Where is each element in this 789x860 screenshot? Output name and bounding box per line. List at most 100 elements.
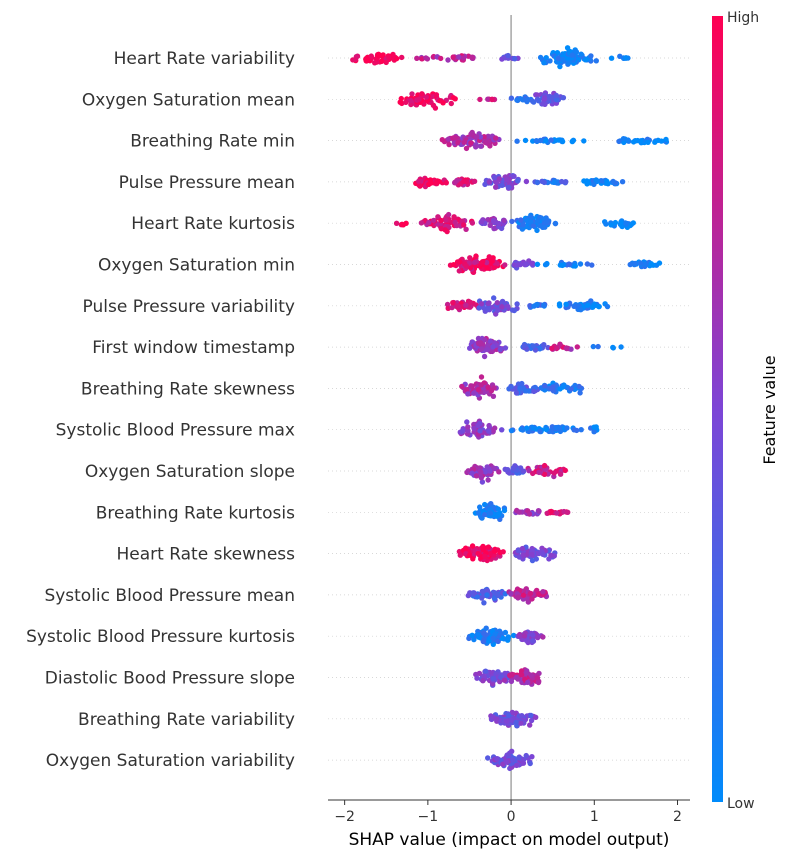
shap-point: [475, 632, 481, 638]
shap-point: [461, 222, 467, 228]
shap-point: [529, 557, 536, 564]
shap-point: [497, 346, 503, 353]
shap-point: [608, 55, 615, 61]
shap-point: [517, 633, 523, 639]
x-tick-label: 1: [590, 809, 599, 825]
shap-point: [454, 222, 460, 229]
shap-point: [495, 638, 501, 645]
x-axis-title: SHAP value (impact on model output): [349, 830, 670, 850]
shap-point: [463, 263, 469, 269]
shap-point: [481, 600, 487, 606]
shap-point: [503, 759, 509, 765]
shap-point: [368, 53, 374, 59]
feature-label: Heart Rate kurtosis: [131, 214, 295, 234]
shap-point: [476, 670, 483, 677]
shap-point: [542, 383, 548, 389]
shap-point: [380, 52, 386, 58]
shap-point: [525, 679, 531, 686]
shap-point: [543, 426, 549, 433]
shap-point: [595, 343, 601, 350]
shap-point: [467, 255, 473, 261]
shap-point: [548, 508, 554, 515]
shap-point: [494, 300, 500, 306]
shap-point: [478, 382, 484, 388]
shap-point: [557, 471, 564, 477]
shap-point: [619, 223, 625, 229]
colorbar-gradient: [712, 16, 723, 802]
shap-point: [527, 760, 533, 767]
shap-point: [559, 138, 566, 145]
shap-point: [559, 262, 566, 269]
shap-point: [553, 97, 560, 103]
shap-point: [471, 425, 477, 431]
shap-point: [536, 469, 542, 476]
shap-point: [517, 96, 523, 102]
shap-point: [481, 673, 487, 679]
shap-point: [484, 464, 490, 470]
shap-point: [473, 473, 480, 479]
shap-point: [492, 425, 498, 431]
feature-label: Systolic Blood Pressure kurtosis: [26, 627, 295, 647]
shap-point: [569, 52, 575, 58]
shap-point: [416, 182, 423, 189]
shap-point: [510, 465, 516, 471]
shap-point: [461, 178, 467, 184]
shap-point: [452, 96, 458, 102]
shap-point: [452, 134, 458, 141]
shap-point: [502, 262, 508, 268]
shap-point: [513, 719, 519, 726]
colorbar-high-label: High: [727, 10, 759, 26]
shap-point: [506, 184, 512, 191]
shap-point: [511, 632, 517, 639]
shap-point: [549, 345, 555, 351]
shap-point: [564, 45, 571, 51]
shap-point: [508, 427, 515, 434]
shap-point: [526, 388, 532, 394]
shap-point: [519, 380, 525, 387]
shap-point: [479, 346, 485, 352]
shap-point: [433, 92, 440, 98]
shap-point: [480, 678, 486, 684]
x-tick-label: 0: [507, 809, 516, 825]
shap-point: [656, 260, 663, 266]
shap-point: [517, 385, 523, 391]
shap-point: [403, 99, 409, 106]
shap-point: [574, 344, 580, 350]
feature-label: Oxygen Saturation mean: [82, 90, 295, 110]
shap-point: [416, 178, 422, 184]
shap-point: [548, 385, 555, 392]
shap-point: [471, 390, 477, 396]
shap-point: [522, 137, 529, 144]
shap-point: [471, 178, 478, 184]
colorbar-low-label: Low: [727, 796, 755, 812]
shap-point: [508, 717, 514, 723]
shap-point: [632, 260, 638, 267]
shap-point: [465, 424, 471, 430]
shap-point: [523, 670, 529, 677]
shap-point: [487, 468, 493, 474]
shap-point: [537, 54, 544, 61]
shap-point: [461, 55, 467, 61]
shap-point: [493, 135, 499, 141]
shap-point: [418, 220, 425, 226]
feature-label: Pulse Pressure mean: [119, 173, 295, 193]
feature-label: Diastolic Bood Pressure slope: [45, 669, 295, 689]
shap-point: [566, 60, 572, 66]
shap-point: [604, 180, 611, 186]
shap-point: [491, 225, 497, 232]
shap-point: [378, 58, 385, 65]
shap-point: [525, 596, 531, 602]
shap-point: [511, 55, 518, 62]
shap-point: [610, 344, 616, 351]
shap-point: [508, 95, 515, 101]
shap-point: [445, 136, 452, 142]
shap-point: [527, 590, 534, 597]
x-tick-label: −2: [334, 809, 355, 825]
shap-point: [393, 220, 400, 226]
shap-point: [569, 138, 576, 144]
shap-point: [491, 219, 497, 225]
shap-point: [477, 504, 483, 510]
shap-point: [530, 425, 536, 431]
shap-point: [620, 136, 627, 142]
